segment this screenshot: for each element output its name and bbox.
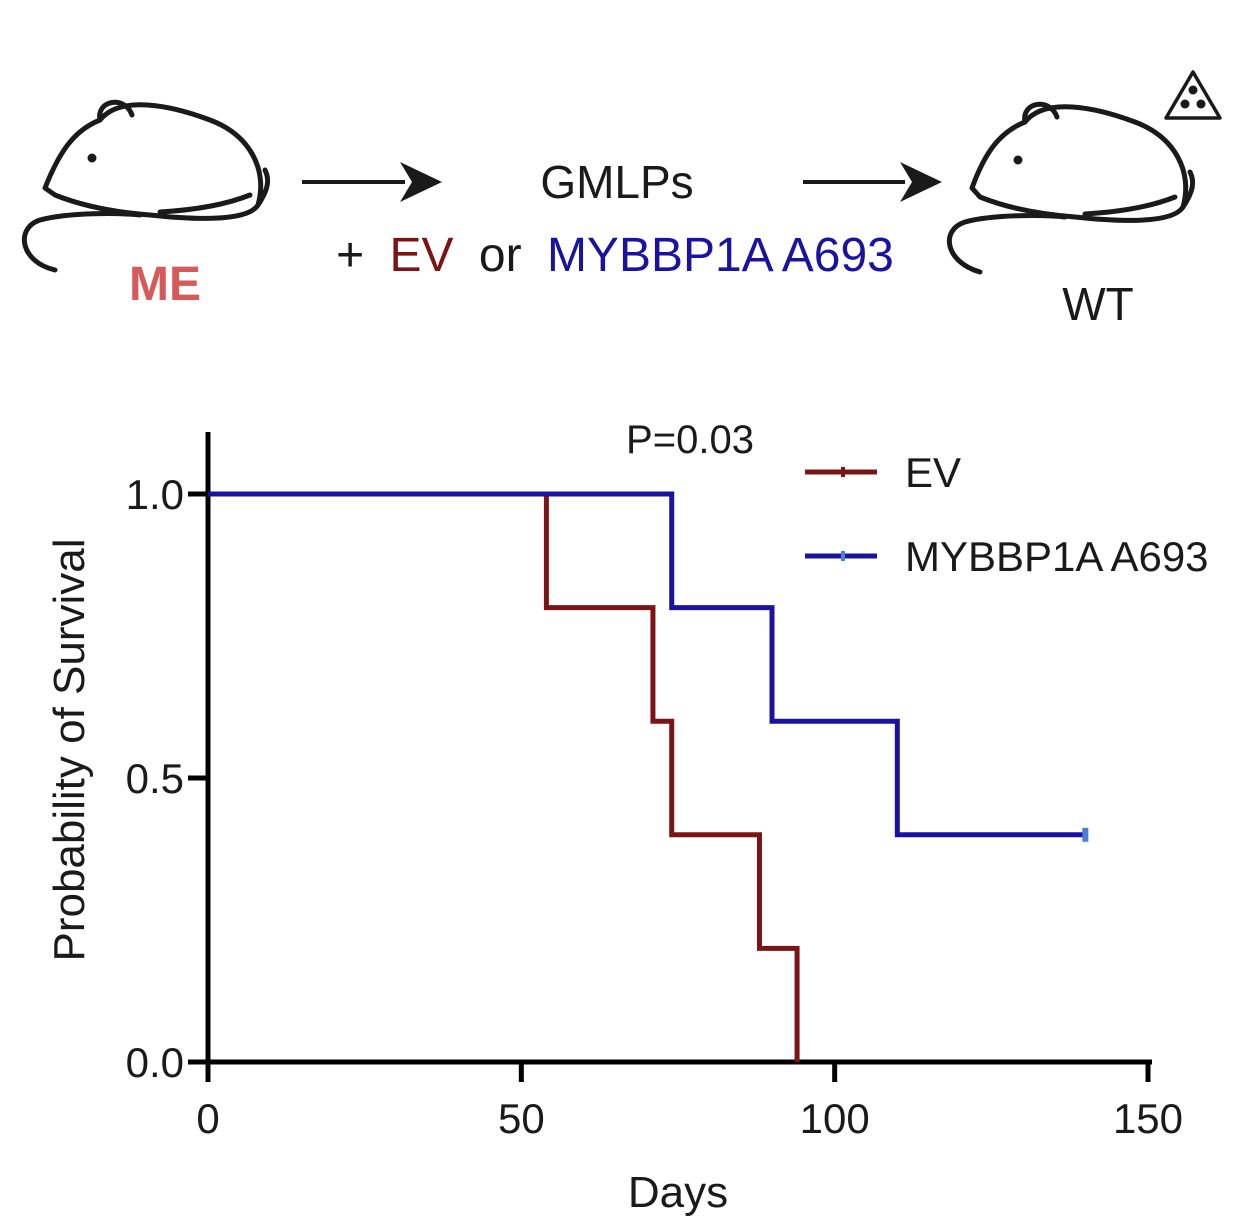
cells-label: GMLPs bbox=[540, 156, 693, 208]
y-tick-label: 1.0 bbox=[126, 471, 184, 518]
legend-label: EV bbox=[905, 449, 961, 496]
x-tick-label: 150 bbox=[1113, 1095, 1183, 1142]
legend: EV MYBBP1A A693 bbox=[805, 449, 1209, 580]
radiation-warning-icon bbox=[1164, 70, 1222, 120]
mouse-eye-icon bbox=[87, 153, 97, 163]
survival-curve-ev bbox=[208, 491, 800, 1062]
right-arrow-icon bbox=[302, 162, 442, 202]
mouse-eye-icon bbox=[1013, 155, 1023, 165]
y-axis-label: Probability of Survival bbox=[45, 538, 94, 961]
donor-label: ME bbox=[129, 258, 201, 311]
x-axis-label: Days bbox=[628, 1168, 728, 1217]
x-axis: 0 50 100 150 bbox=[196, 1059, 1183, 1142]
y-tick-label: 0.0 bbox=[126, 1039, 184, 1086]
right-arrow-icon bbox=[803, 162, 942, 202]
plus-sign: + bbox=[336, 229, 364, 282]
mouse-icon bbox=[946, 101, 1196, 275]
survival-curve-mybbp1a-a693 bbox=[208, 491, 1086, 838]
construct-label: MYBBP1A A693 bbox=[547, 229, 894, 282]
x-tick-label: 50 bbox=[498, 1095, 545, 1142]
legend-label: MYBBP1A A693 bbox=[905, 533, 1209, 580]
x-tick-label: 0 bbox=[196, 1095, 219, 1142]
or-label: or bbox=[479, 229, 522, 282]
treatment-line: + EV or MYBBP1A A693 bbox=[336, 229, 894, 282]
p-value-annotation: P=0.03 bbox=[626, 418, 754, 462]
x-tick-label: 100 bbox=[800, 1095, 870, 1142]
survival-chart: 0.0 0.5 1.0 0 50 100 150 P=0.03 Days Probabil… bbox=[45, 418, 1209, 1217]
y-axis: 0.0 0.5 1.0 bbox=[126, 432, 211, 1086]
mouse-icon bbox=[21, 99, 271, 273]
series-layer bbox=[208, 491, 1089, 1062]
y-tick-label: 0.5 bbox=[126, 755, 184, 802]
recipient-label: WT bbox=[1062, 278, 1134, 330]
schematic: ME GMLPs + EV or MYBBP1A A693 WT bbox=[21, 70, 1222, 330]
ev-label: EV bbox=[390, 229, 454, 282]
